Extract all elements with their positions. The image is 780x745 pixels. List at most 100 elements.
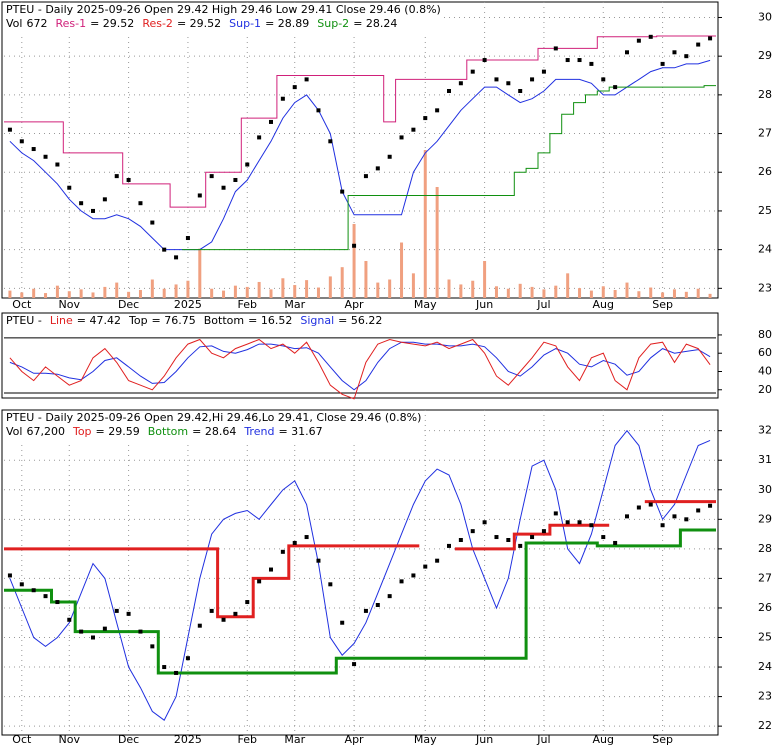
legend: PTEU - Daily 2025-09-26 Open 29.42 High … <box>6 3 441 16</box>
volume-bar <box>103 286 107 298</box>
price-bar <box>411 127 416 132</box>
x-tick-label: Mar <box>284 733 305 745</box>
series-line <box>9 338 711 400</box>
price-bar <box>577 58 582 63</box>
x-tick-label: Sep <box>652 298 673 311</box>
legend-name: Bottom <box>148 425 188 438</box>
price-bar <box>470 529 475 534</box>
price-bar <box>482 520 487 525</box>
price-bar <box>518 88 523 93</box>
price-bar <box>197 623 202 628</box>
volume-bar <box>554 285 558 298</box>
volume-bar <box>186 280 190 298</box>
price-bar <box>138 629 143 634</box>
volume-bar <box>578 288 582 298</box>
legend-value: = 16.52 <box>248 314 292 327</box>
y-tick-label: 30 <box>758 483 772 496</box>
volume-bar <box>222 290 226 298</box>
price-bar <box>541 69 546 74</box>
price-bar <box>257 135 262 140</box>
volume-bar <box>542 289 546 298</box>
price-bar <box>43 594 48 599</box>
series-line <box>9 59 711 251</box>
volume-bar <box>281 278 285 298</box>
volume-bar <box>32 288 36 298</box>
price-bar <box>589 61 594 66</box>
x-tick-label: 2025 <box>174 298 202 311</box>
volume-bar <box>91 292 95 298</box>
price-bar <box>126 611 131 616</box>
price-bar <box>126 177 131 182</box>
y-tick-label: 25 <box>758 631 772 644</box>
y-tick-label: 28 <box>758 88 772 101</box>
price-bar <box>375 166 380 171</box>
price-bar <box>31 588 36 593</box>
level-line <box>4 500 716 619</box>
x-tick-label: Dec <box>118 733 139 745</box>
volume-bar <box>79 289 83 298</box>
price-bar <box>316 108 321 113</box>
volume-bar <box>518 283 522 298</box>
price-bar <box>43 154 48 159</box>
legend-value: 67,200 <box>26 425 65 438</box>
volume-bar <box>376 282 380 298</box>
x-tick-label: Nov <box>59 733 81 745</box>
x-tick-label: Feb <box>238 298 257 311</box>
volume-bar <box>198 248 202 298</box>
volume-bar <box>672 289 676 298</box>
volume-bar <box>589 290 593 298</box>
y-tick-label: 40 <box>758 364 772 377</box>
price-bar <box>435 558 440 563</box>
price-bar <box>233 611 238 616</box>
volume-bar <box>20 292 24 298</box>
y-tick-label: 25 <box>758 204 772 217</box>
volume-bar <box>245 286 249 298</box>
price-bar <box>304 535 309 540</box>
price-bar <box>209 608 214 613</box>
x-tick-label: Jun <box>475 298 493 311</box>
price-bar <box>340 189 345 194</box>
y-tick-label: 80 <box>758 328 772 341</box>
volume-bar <box>115 282 119 298</box>
price-bar <box>245 600 250 605</box>
x-tick-label: May <box>414 733 437 745</box>
x-tick-label: Apr <box>345 298 365 311</box>
price-bar <box>613 85 618 90</box>
volume-bar <box>352 224 356 298</box>
volume-bar <box>530 286 534 298</box>
legend-name: Signal <box>300 314 334 327</box>
price-bar <box>399 579 404 584</box>
y-tick-label: 23 <box>758 281 772 294</box>
volume-bar <box>494 286 498 298</box>
legend-value: = 28.64 <box>192 425 236 438</box>
price-bar <box>328 582 333 587</box>
x-tick-label: Dec <box>118 298 139 311</box>
y-tick-label: 26 <box>758 601 772 614</box>
price-bar <box>565 58 570 63</box>
volume-bar <box>471 280 475 298</box>
legend-name: Vol <box>6 17 22 30</box>
price-bar <box>269 567 273 572</box>
y-tick-label: 29 <box>758 512 772 525</box>
legend-background <box>3 3 444 33</box>
panel-frame <box>1 1 719 299</box>
price-bar <box>684 54 689 59</box>
price-bar <box>19 582 24 587</box>
price-bar <box>257 579 262 584</box>
y-tick-label: 29 <box>758 49 772 62</box>
price-bar <box>482 58 487 63</box>
price-bar <box>150 220 155 225</box>
panel-title: PTEU - Daily 2025-09-26 Open 29.42 High … <box>6 3 441 16</box>
legend-name: Sup-2 <box>317 17 349 30</box>
y-tick-label: 24 <box>758 243 772 256</box>
price-bar <box>209 174 214 179</box>
volume-bar <box>483 261 487 298</box>
legend-value: = 29.52 <box>90 17 134 30</box>
price-bar <box>91 635 95 640</box>
volume-bar <box>447 279 451 298</box>
legend-background <box>3 411 425 441</box>
legend-value: 672 <box>26 17 47 30</box>
price-bar <box>19 139 24 144</box>
volume-bar <box>257 281 261 298</box>
volume-bar <box>649 287 653 298</box>
